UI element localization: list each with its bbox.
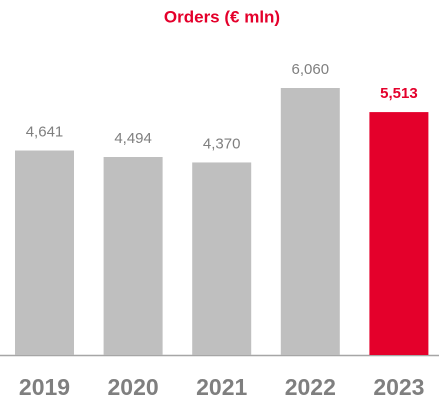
- chart-title: Orders (€ mln): [164, 7, 280, 26]
- x-tick-label: 2020: [108, 374, 159, 400]
- bar: [103, 156, 163, 355]
- value-label: 6,060: [292, 61, 330, 78]
- x-tick-label: 2022: [285, 374, 336, 400]
- x-tick-label: 2021: [196, 374, 247, 400]
- x-tick-label: 2023: [373, 374, 424, 400]
- value-label: 5,513: [380, 85, 418, 102]
- value-label: 4,641: [26, 123, 64, 140]
- bar: [15, 150, 74, 355]
- bar: [192, 162, 252, 355]
- bar: [280, 88, 340, 355]
- bar: [369, 112, 429, 355]
- x-tick-label: 2019: [19, 374, 70, 400]
- value-label: 4,494: [114, 130, 152, 147]
- value-label: 4,370: [203, 135, 241, 152]
